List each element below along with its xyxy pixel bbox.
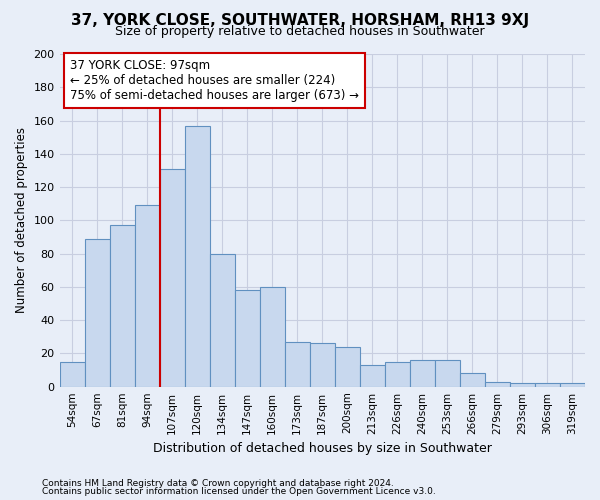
Bar	[160, 169, 185, 386]
Text: Contains public sector information licensed under the Open Government Licence v3: Contains public sector information licen…	[42, 487, 436, 496]
Bar	[285, 342, 310, 386]
Y-axis label: Number of detached properties: Number of detached properties	[15, 128, 28, 314]
Bar	[385, 362, 410, 386]
Bar	[460, 374, 485, 386]
X-axis label: Distribution of detached houses by size in Southwater: Distribution of detached houses by size …	[153, 442, 492, 455]
Bar	[410, 360, 435, 386]
Bar	[134, 206, 160, 386]
Bar	[485, 382, 510, 386]
Bar	[260, 287, 285, 386]
Text: 37 YORK CLOSE: 97sqm
← 25% of detached houses are smaller (224)
75% of semi-deta: 37 YORK CLOSE: 97sqm ← 25% of detached h…	[70, 59, 359, 102]
Bar	[209, 254, 235, 386]
Bar	[560, 384, 585, 386]
Bar	[85, 238, 110, 386]
Bar	[435, 360, 460, 386]
Bar	[335, 347, 360, 387]
Text: 37, YORK CLOSE, SOUTHWATER, HORSHAM, RH13 9XJ: 37, YORK CLOSE, SOUTHWATER, HORSHAM, RH1…	[71, 12, 529, 28]
Bar	[360, 365, 385, 386]
Bar	[510, 384, 535, 386]
Bar	[310, 344, 335, 386]
Text: Size of property relative to detached houses in Southwater: Size of property relative to detached ho…	[115, 25, 485, 38]
Text: Contains HM Land Registry data © Crown copyright and database right 2024.: Contains HM Land Registry data © Crown c…	[42, 478, 394, 488]
Bar	[185, 126, 209, 386]
Bar	[59, 362, 85, 386]
Bar	[235, 290, 260, 386]
Bar	[110, 226, 134, 386]
Bar	[535, 384, 560, 386]
